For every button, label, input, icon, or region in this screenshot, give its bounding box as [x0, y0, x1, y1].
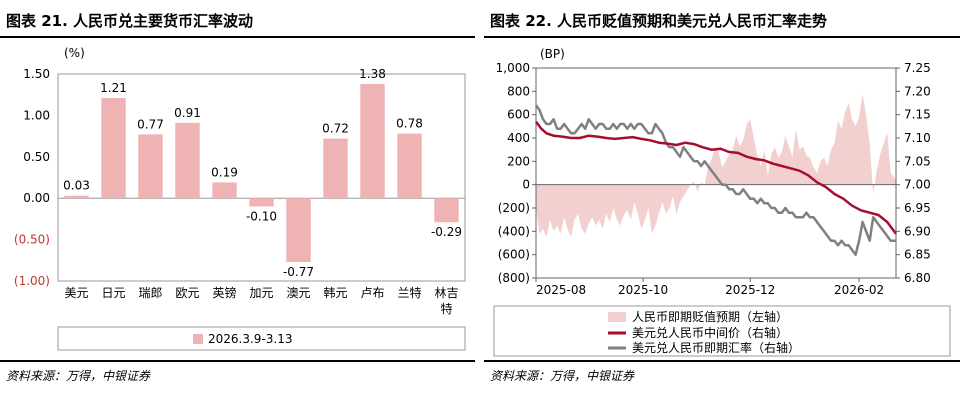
y-tick-label: 0.50 [23, 150, 50, 164]
bar-value-label: 0.78 [396, 117, 423, 131]
depreciation-expectation-area [536, 93, 896, 238]
bar-value-label: 0.72 [322, 122, 349, 136]
left-source-note: 资料来源：万得，中银证券 [6, 369, 151, 383]
x-tick-label: 卢布 [360, 285, 384, 300]
bar-9 [397, 133, 422, 199]
right-chart-title: 图表 22. 人民币贬值预期和美元兑人民币汇率走势 [490, 12, 828, 30]
left-y-tick-label: 600 [507, 108, 530, 122]
bar-4 [212, 182, 237, 199]
bar-5 [249, 198, 274, 207]
legend-box [57, 326, 466, 351]
bar-value-label: 0.03 [63, 179, 90, 193]
bar-6 [286, 198, 311, 262]
y-tick-label: (0.50) [14, 233, 50, 247]
left-y-tick-label: (200) [498, 201, 530, 215]
left-y-tick-label: 0 [522, 178, 530, 192]
fx-change-panel: 图表 21. 人民币兑主要货币汇率波动 (%) 1.50 1.00 0.50 0.00(… [0, 0, 475, 403]
left-axis-unit: (BP) [540, 47, 565, 61]
spot-rate-line [534, 104, 896, 256]
bar-10 [434, 198, 459, 223]
right-y-tick-label: 7.10 [904, 131, 931, 145]
bar-3 [175, 122, 200, 199]
right-y-tick-label: 6.85 [904, 248, 931, 262]
plot-frame [57, 73, 466, 282]
fx-change-bar-chart: (%) 1.50 1.00 0.50 0.00 (0.50) (1.00) 0.03 美元 1.2… [14, 46, 466, 351]
legend-label: 美元兑人民币中间价（右轴） [632, 325, 788, 340]
legend-label: 人民币即期贬值预期（左轴） [632, 309, 788, 324]
bar-value-label: 0.19 [211, 165, 238, 179]
left-y-tick-label: (600) [498, 248, 530, 262]
bar-7 [323, 138, 348, 199]
left-y-tick-label: (400) [498, 224, 530, 238]
x-tick-label-wrap: 特 [440, 301, 452, 316]
legend-swatch [193, 334, 203, 344]
x-tick-label: 日元 [101, 286, 125, 300]
left-y-tick-label: 800 [507, 84, 530, 98]
left-chart-title: 图表 21. 人民币兑主要货币汇率波动 [6, 12, 254, 30]
bar-value-label: -0.77 [283, 265, 314, 279]
x-tick-label: 2025-08 [536, 283, 586, 297]
right-y-tick-label: 7.00 [904, 178, 931, 192]
x-tick-label: 澳元 [286, 286, 310, 300]
right-y-tick-label: 7.05 [904, 154, 931, 168]
bar-0 [64, 195, 89, 199]
bar-value-label: -0.29 [431, 225, 462, 239]
right-y-tick-label: 7.15 [904, 108, 931, 122]
right-source-note: 资料来源：万得，中银证券 [490, 369, 635, 383]
x-tick-label: 林吉 [434, 286, 458, 300]
left-y-tick-label: 400 [507, 131, 530, 145]
plot-frame [535, 67, 897, 279]
x-tick-label: 韩元 [323, 285, 347, 300]
x-tick-label: 2025-12 [725, 283, 775, 297]
y-tick-label: 0.00 [23, 191, 50, 205]
left-title-rule [0, 36, 475, 38]
right-y-tick-label: 7.20 [904, 84, 931, 98]
left-y-tick-label: 1,000 [496, 61, 530, 75]
rmb-expectation-panel: 图表 22. 人民币贬值预期和美元兑人民币汇率走势 (BP) 1,000 800 60… [484, 0, 960, 403]
y-tick-label: 1.50 [23, 67, 50, 81]
left-source-rule [0, 360, 475, 362]
right-title-rule [484, 36, 960, 38]
right-y-tick-label: 6.95 [904, 201, 931, 215]
right-y-tick-label: 6.80 [904, 271, 931, 285]
x-tick-label: 2026-02 [834, 283, 884, 297]
right-y-tick-label: 7.25 [904, 61, 931, 75]
x-tick-label: 兰特 [397, 285, 421, 300]
x-tick-label: 英镑 [212, 285, 236, 300]
bar-value-label: 1.38 [359, 67, 386, 81]
x-tick-label: 2025-10 [618, 283, 668, 297]
bar-value-label: 1.21 [100, 81, 127, 95]
legend-box [493, 305, 951, 357]
bar-value-label: -0.10 [246, 209, 277, 223]
bar-value-label: 0.91 [174, 106, 201, 120]
y-tick-label: 1.00 [23, 108, 50, 122]
rmb-trend-line-chart: (BP) 1,000 800 600 400 200 0 (200) (400) (600) (80… [493, 47, 951, 357]
bar-8 [360, 83, 385, 199]
legend-label: 2026.3.9-3.13 [208, 332, 293, 346]
bar-2 [138, 134, 163, 199]
legend-label: 美元兑人民币即期汇率（右轴） [632, 340, 800, 355]
left-y-tick-label: (800) [498, 271, 530, 285]
y-tick-label: (1.00) [14, 274, 50, 288]
right-source-rule [484, 360, 960, 362]
central-parity-line [535, 120, 897, 235]
x-tick-label: 瑞郎 [138, 286, 162, 300]
x-tick-label: 欧元 [175, 286, 199, 300]
bar-1 [101, 98, 126, 199]
bar-value-label: 0.77 [137, 117, 164, 131]
y-axis-unit: (%) [64, 46, 85, 60]
left-y-tick-label: 200 [507, 154, 530, 168]
x-tick-label: 加元 [249, 286, 273, 300]
right-y-tick-label: 6.90 [904, 224, 931, 238]
legend-swatch-area [608, 312, 626, 322]
x-tick-label: 美元 [64, 286, 88, 300]
